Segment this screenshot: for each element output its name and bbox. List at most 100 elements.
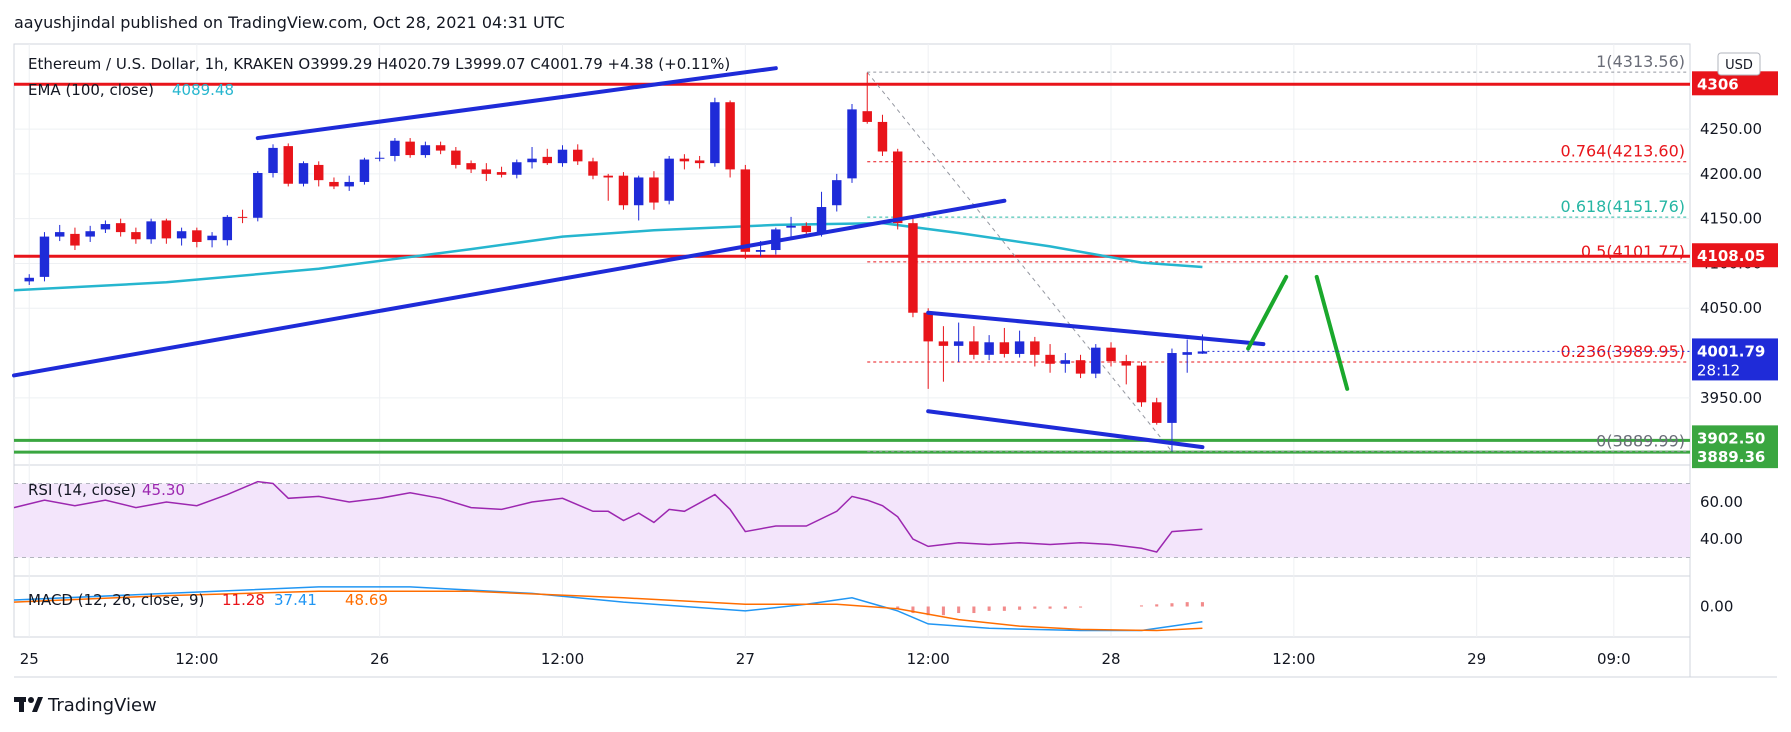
candle (420, 141, 431, 158)
candle-body (405, 141, 415, 156)
candle-body (527, 158, 537, 163)
macd-histogram-bar (1155, 604, 1159, 607)
candle (923, 308, 933, 389)
price-tick-label: 4250.00 (1700, 120, 1762, 138)
price-tick-label: 4050.00 (1700, 299, 1762, 317)
rsi-tick-label: 40.00 (1700, 530, 1743, 548)
candle (1106, 342, 1116, 367)
macd-histogram-bar (941, 606, 945, 616)
candle-body (694, 160, 705, 164)
candle-body (1045, 354, 1055, 364)
candle-body (649, 177, 659, 203)
candle-body (725, 102, 735, 170)
candle-body (24, 277, 34, 282)
ema-legend-value: 4089.48 (172, 81, 234, 99)
rsi-pane: 60.00 40.00 (13, 480, 1743, 558)
candle (131, 227, 141, 244)
candle-body (268, 147, 278, 173)
current-price-value: 4001.79 (1697, 342, 1765, 360)
fib-level-label: 0.618(4151.76) (1561, 197, 1685, 216)
candle-body (588, 161, 598, 176)
candle (329, 177, 339, 190)
candle-body (603, 175, 613, 178)
macd-histogram-bar (1139, 605, 1144, 607)
candle-body (314, 164, 324, 181)
candle-body (100, 224, 111, 230)
level-price-text: 3889.36 (1697, 448, 1765, 466)
candle (39, 232, 50, 282)
candle (344, 175, 354, 191)
level-price-text: 4306 (1697, 75, 1739, 93)
candle-body (542, 156, 552, 164)
candle-body (786, 225, 796, 228)
time-axis: 25 12:00 26 12:00 27 12:00 28 12:00 29 09:0 (20, 650, 1631, 668)
candle (694, 155, 705, 169)
candle (268, 144, 278, 178)
level-price-text: 3902.50 (1697, 429, 1765, 447)
price-tick-label: 3950.00 (1700, 389, 1762, 407)
candle-body (908, 223, 918, 313)
macd-legend-line: 37.41 (274, 591, 317, 609)
candle (953, 322, 964, 362)
trend-line-flag-upper (926, 310, 1266, 347)
currency-label: USD (1725, 58, 1753, 73)
price-tick-label: 4150.00 (1700, 210, 1762, 228)
macd-histogram-bar (1033, 606, 1037, 609)
candle (1091, 344, 1101, 379)
candle (725, 100, 735, 178)
macd-histogram-bar (1048, 606, 1052, 609)
candle-body (207, 235, 217, 241)
projection-arrow-down (1314, 274, 1350, 391)
candle-body (161, 220, 172, 239)
candle (847, 104, 857, 183)
candle (877, 114, 888, 156)
candle-body (984, 342, 994, 355)
macd-histogram-bar (1063, 606, 1067, 609)
candle (54, 224, 65, 242)
candle-body (892, 151, 903, 224)
time-tick-label: 12:00 (541, 650, 584, 668)
candle-body (740, 169, 751, 252)
level-price-box (1692, 444, 1778, 469)
candle (207, 232, 217, 248)
candle (1030, 336, 1040, 367)
candle (161, 218, 172, 244)
rsi-line (13, 480, 1203, 553)
ema-legend-label: EMA (100, close) (28, 81, 154, 99)
level-price-box (1692, 243, 1778, 268)
candle (283, 143, 293, 187)
candle (938, 326, 949, 382)
candle-body (573, 149, 583, 162)
trend-drawings (12, 66, 1690, 450)
time-tick-label: 09:0 (1597, 650, 1631, 668)
candle-body (192, 230, 202, 242)
candle-body (969, 341, 979, 355)
candle-body (237, 216, 248, 218)
candle (1060, 353, 1071, 373)
candle (573, 144, 583, 165)
candle (405, 138, 415, 158)
candle-body (70, 233, 80, 246)
candle-body (664, 158, 674, 201)
macd-pane: 0.00 (13, 586, 1733, 632)
macd-legend-signal: 48.69 (345, 591, 388, 609)
candle (192, 227, 202, 248)
candle (314, 161, 324, 187)
macd-histogram-bar (972, 606, 976, 614)
candle (24, 274, 34, 285)
candle (176, 227, 187, 246)
fib-level-label: 0.764(4213.60) (1561, 142, 1685, 161)
macd-histogram-bar (957, 606, 961, 614)
candle (786, 216, 796, 239)
candle-body (618, 175, 629, 206)
currency-button[interactable] (1717, 52, 1761, 76)
candle-body (329, 181, 339, 187)
time-tick-label: 29 (1467, 650, 1486, 668)
candle (512, 159, 522, 179)
candle-body (298, 163, 309, 184)
candle (222, 215, 233, 246)
candle (999, 327, 1010, 358)
candle (85, 225, 95, 242)
